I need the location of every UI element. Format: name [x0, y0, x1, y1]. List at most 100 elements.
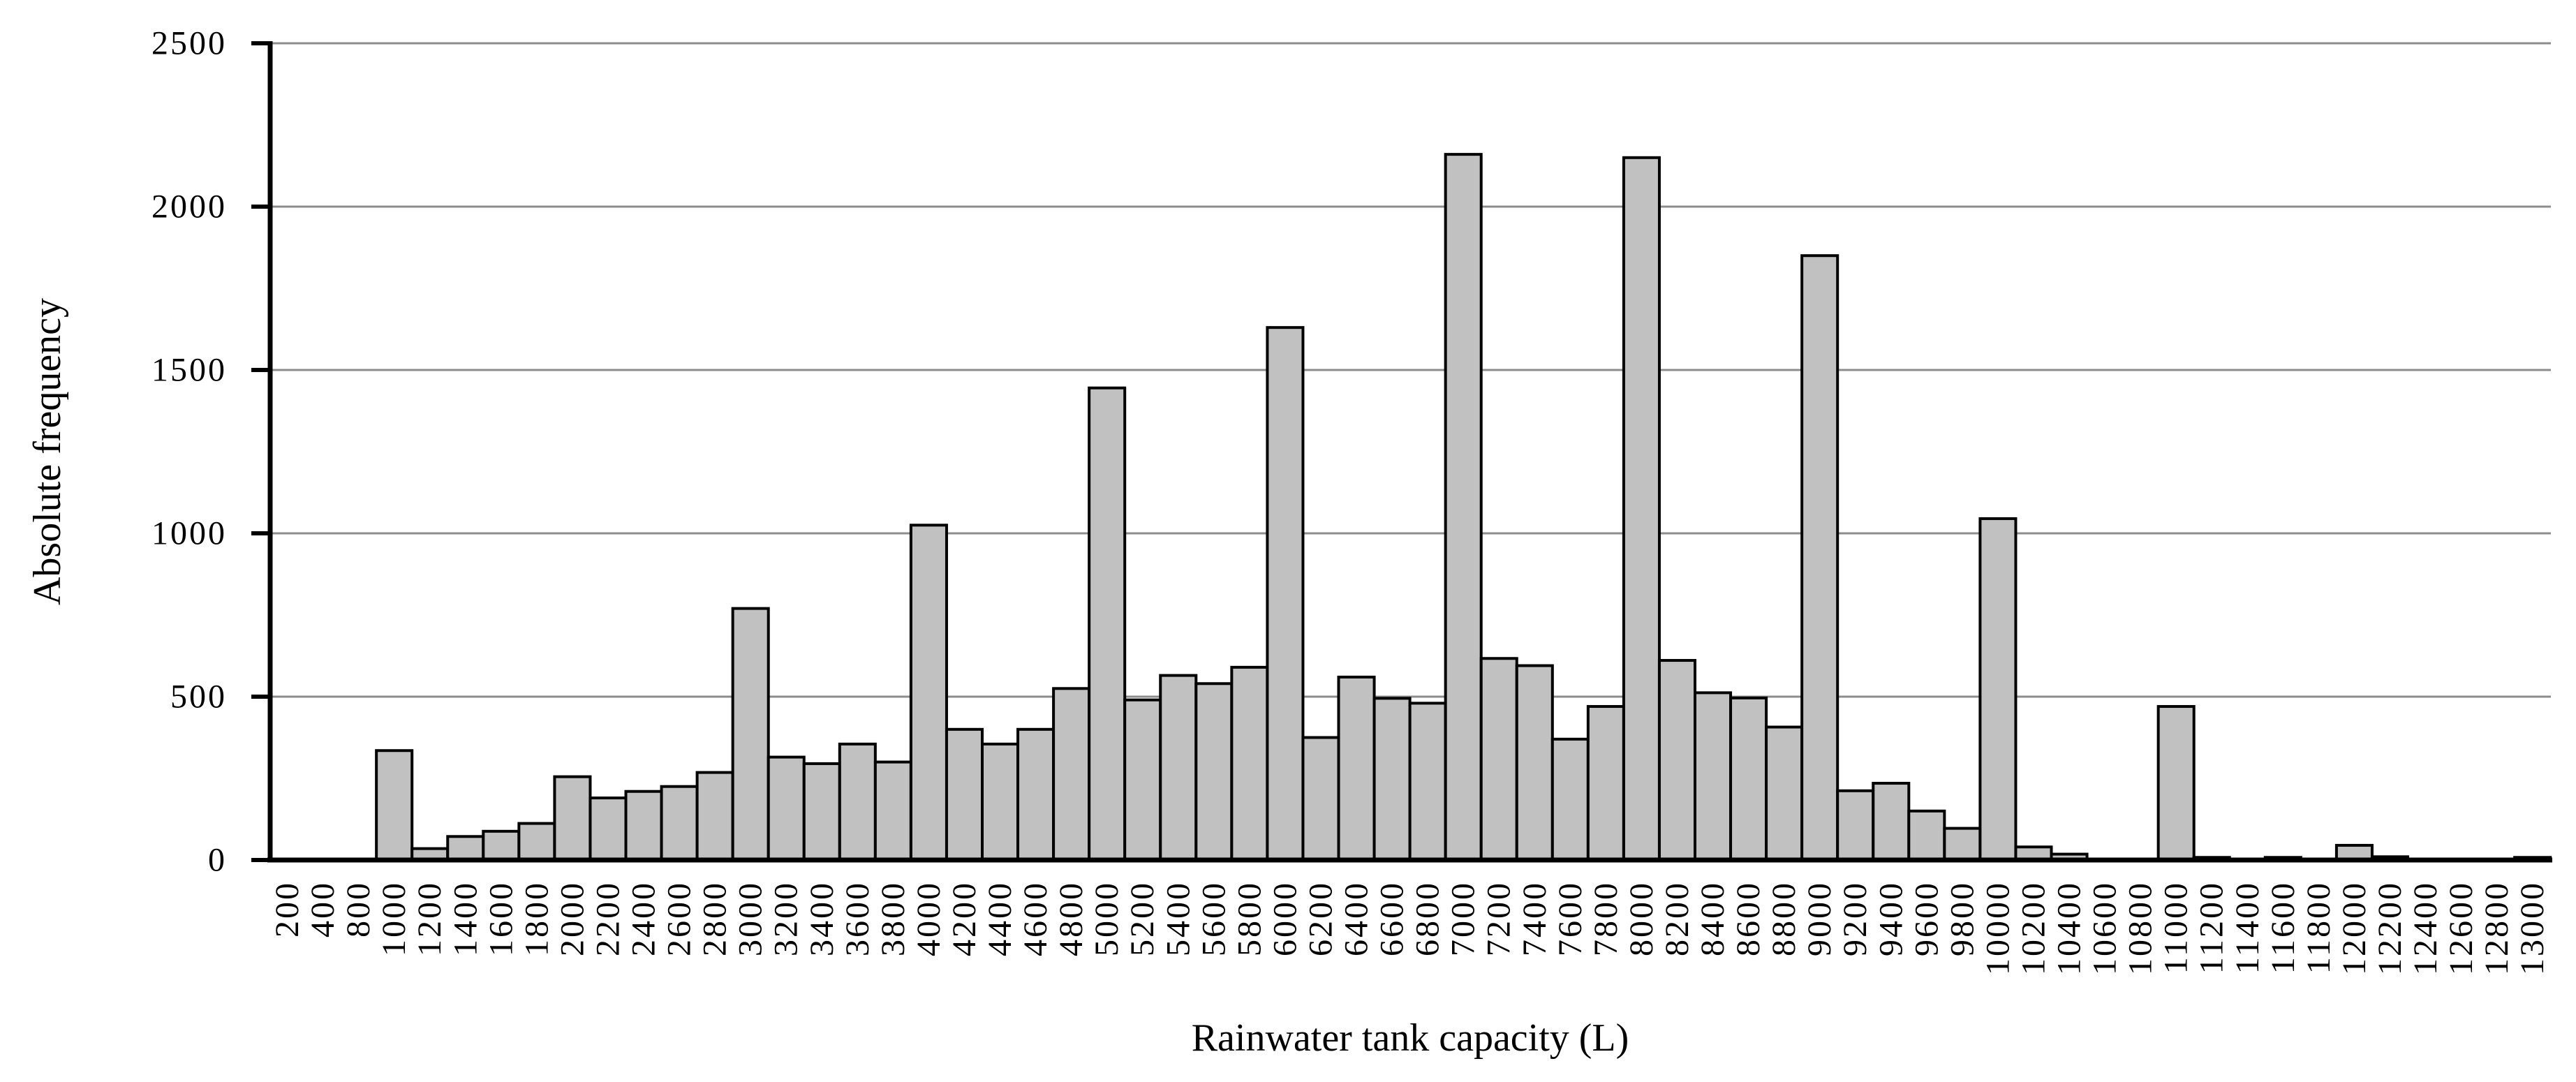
x-tick-label: 2200	[589, 881, 626, 956]
axis-layer	[251, 41, 2552, 863]
bar	[660, 785, 699, 861]
x-tick-label: 800	[340, 881, 377, 938]
bar	[1872, 782, 1911, 862]
bar	[1372, 697, 1412, 862]
bar	[553, 775, 592, 862]
x-tick-label: 10000	[1979, 881, 2016, 975]
bar	[1444, 153, 1483, 861]
x-tick-label: 10200	[2015, 881, 2052, 975]
gridline-layer	[272, 42, 2551, 698]
x-tick-label: 6800	[1409, 881, 1446, 956]
bar	[1800, 254, 1840, 861]
x-tick-label: 5200	[1124, 881, 1161, 956]
y-tick-label: 2500	[151, 25, 227, 62]
x-tick-label: 11000	[2158, 881, 2195, 974]
bar	[1943, 827, 1982, 862]
bar	[482, 829, 521, 862]
x-tick-label: 4600	[1017, 881, 1054, 956]
x-tick-label: 200	[269, 881, 306, 938]
bar	[1159, 674, 1198, 862]
bar	[1515, 664, 1554, 861]
y-tick-label: 500	[170, 679, 227, 716]
bar	[589, 796, 628, 861]
bar	[1765, 725, 1804, 862]
x-tick-label: 11800	[2300, 881, 2337, 974]
x-tick-label: 6600	[1374, 881, 1411, 956]
bar	[802, 762, 841, 861]
x-tick-label: 7000	[1445, 881, 1482, 956]
y-tick-label: 1500	[151, 352, 227, 389]
x-tick-label: 3400	[804, 881, 841, 956]
x-tick-label: 12000	[2336, 881, 2373, 975]
bar-layer	[268, 153, 2552, 862]
x-axis-title: Rainwater tank capacity (L)	[1192, 1016, 1629, 1060]
x-tick-label: 7400	[1516, 881, 1553, 956]
x-tick-label: 2400	[626, 881, 662, 956]
bar	[1836, 789, 1875, 862]
x-tick-label: 5600	[1195, 881, 1232, 956]
bar	[1657, 659, 1696, 861]
x-tick-label: 6200	[1302, 881, 1339, 956]
x-tick-label: 6400	[1338, 881, 1375, 956]
y-tick-label: 1000	[151, 515, 227, 552]
x-tick-label: 8200	[1659, 881, 1696, 956]
x-tick-label: 8600	[1730, 881, 1767, 956]
bar	[1266, 326, 1305, 862]
x-tick-label: 12400	[2407, 881, 2444, 975]
x-tick-label: 1600	[482, 881, 519, 956]
bar	[624, 790, 663, 861]
bar	[1016, 727, 1056, 862]
y-axis-title: Absolute frequency	[26, 298, 69, 605]
bar	[1408, 702, 1447, 861]
x-tick-label: 5400	[1160, 881, 1197, 956]
x-tick-label: 4000	[910, 881, 947, 956]
x-tick-label: 8400	[1694, 881, 1731, 956]
x-tick-label: 1000	[376, 881, 413, 956]
bar	[1479, 657, 1518, 862]
x-tick-label: 1800	[518, 881, 555, 956]
bar	[1978, 517, 2018, 861]
bar	[375, 749, 414, 861]
x-tick-label: 4400	[982, 881, 1019, 956]
bar	[981, 742, 1020, 861]
bar	[517, 822, 556, 861]
x-tick-label: 2000	[554, 881, 591, 956]
x-tick-label: 10600	[2087, 881, 2124, 975]
x-tick-label: 12800	[2478, 881, 2515, 975]
x-tick-label: 12200	[2371, 881, 2408, 975]
x-tick-label: 3800	[875, 881, 912, 956]
bar	[1586, 705, 1625, 861]
x-tick-label: 9800	[1944, 881, 1981, 956]
x-tick-label: 9400	[1872, 881, 1909, 956]
x-tick-label: 4800	[1053, 881, 1090, 956]
x-tick-label: 5000	[1088, 881, 1125, 956]
x-tick-label: 5800	[1231, 881, 1268, 956]
x-tick-label: 8800	[1766, 881, 1803, 956]
bar	[1123, 698, 1162, 861]
x-tick-label: 2800	[697, 881, 734, 956]
bar	[2156, 705, 2196, 861]
bar	[1088, 386, 1127, 861]
bar	[838, 742, 877, 861]
x-tick-label: 3600	[839, 881, 876, 956]
bar	[1052, 687, 1091, 861]
bar	[1622, 156, 1661, 862]
x-tick-label: 400	[304, 881, 341, 938]
bar	[873, 760, 912, 861]
x-tick-label: 12600	[2443, 881, 2480, 975]
x-tick-label: 8000	[1623, 881, 1660, 956]
bar	[1694, 691, 1733, 861]
y-tick-label: 0	[208, 842, 227, 879]
bar	[767, 755, 806, 861]
x-tick-label: 11400	[2229, 881, 2266, 974]
x-tick-label: 7800	[1587, 881, 1624, 956]
bar	[909, 524, 948, 861]
x-tick-label: 7200	[1481, 881, 1518, 956]
x-tick-label: 10400	[2051, 881, 2088, 975]
x-tick-label: 6000	[1266, 881, 1303, 956]
bar	[1729, 696, 1768, 862]
x-tick-label: 2600	[661, 881, 698, 956]
x-tick-label: 13000	[2514, 881, 2551, 975]
